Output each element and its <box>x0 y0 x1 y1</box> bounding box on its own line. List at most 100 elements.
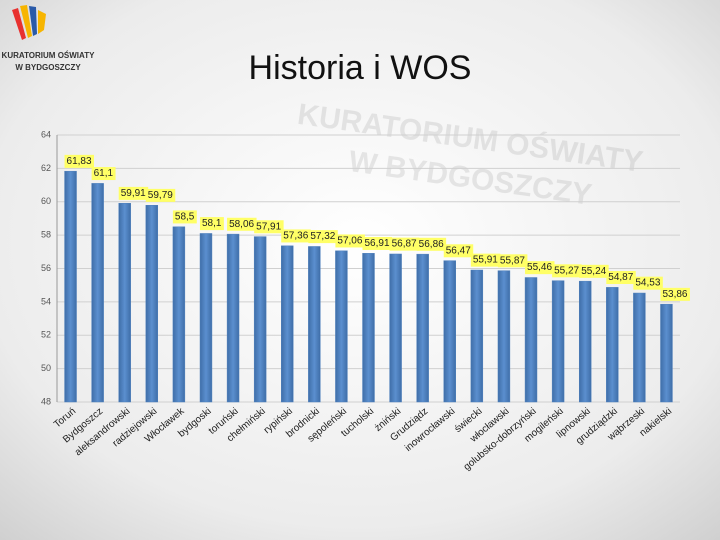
data-label-bg <box>660 287 690 301</box>
chart-title: Historia i WOS <box>249 49 472 87</box>
data-label-text: 56,87 <box>392 239 417 250</box>
bar <box>172 226 186 403</box>
bar <box>199 233 213 403</box>
data-label-text: 55,27 <box>554 265 579 276</box>
data-label: 53,86 <box>660 287 690 301</box>
data-label: 61,83 <box>64 154 95 168</box>
data-label-bg <box>606 270 636 284</box>
data-label: 61,1 <box>91 167 116 181</box>
data-label: 55,46 <box>525 261 555 275</box>
data-label-bg <box>254 220 284 234</box>
bar <box>578 280 592 403</box>
data-label-bg <box>308 230 338 244</box>
data-label-text: 57,06 <box>337 235 362 246</box>
data-label: 57,36 <box>281 229 311 243</box>
data-label: 59,91 <box>118 186 149 200</box>
data-label-text: 59,79 <box>148 190 173 201</box>
data-label: 58,06 <box>227 217 257 231</box>
data-label-text: 57,36 <box>283 230 308 241</box>
data-label-text: 55,24 <box>581 266 606 277</box>
data-label-bg <box>281 229 311 243</box>
y-tick-label: 48 <box>41 396 51 406</box>
data-label-bg <box>633 276 663 290</box>
data-label-bg <box>579 264 609 278</box>
y-tick-label: 52 <box>41 330 51 340</box>
data-label: 56,86 <box>416 237 447 251</box>
bar <box>362 253 375 403</box>
bar <box>660 303 673 403</box>
data-label-text: 57,91 <box>256 221 281 232</box>
data-label: 55,91 <box>470 253 501 267</box>
data-label-bg <box>227 217 257 231</box>
data-label: 54,53 <box>633 276 663 290</box>
data-label-text: 58,5 <box>175 211 195 222</box>
data-label-bg <box>91 167 116 181</box>
data-label-bg <box>389 237 420 251</box>
data-label: 58,1 <box>199 217 224 231</box>
data-label-bg <box>443 244 474 258</box>
data-label-text: 54,87 <box>608 272 633 283</box>
logo-text: W BYDGOSZCZY <box>15 63 81 72</box>
data-label-bg <box>552 264 582 278</box>
data-label: 57,06 <box>335 234 365 248</box>
data-label: 58,5 <box>172 210 197 224</box>
data-label-text: 61,1 <box>94 168 114 179</box>
bar <box>253 236 267 403</box>
data-label-text: 58,06 <box>229 219 254 230</box>
bar <box>497 270 511 403</box>
data-label-bg <box>525 261 555 275</box>
data-label-bg <box>497 254 528 268</box>
data-label-bg <box>145 188 176 202</box>
data-label: 55,27 <box>552 264 582 278</box>
data-label: 55,87 <box>497 254 528 268</box>
data-label-text: 56,91 <box>365 238 390 249</box>
bar <box>281 245 294 403</box>
bar <box>389 253 402 403</box>
bar <box>606 287 619 403</box>
data-label-text: 59,91 <box>121 188 146 199</box>
bar <box>91 183 104 403</box>
bar <box>118 203 131 403</box>
bar <box>524 277 538 403</box>
data-label-bg <box>172 210 197 224</box>
data-label-text: 55,91 <box>473 255 498 266</box>
y-tick-label: 60 <box>41 196 51 206</box>
data-label-bg <box>335 234 365 248</box>
bar <box>470 269 484 403</box>
data-label-text: 55,87 <box>500 255 525 266</box>
data-label-bg <box>118 186 149 200</box>
data-label: 55,24 <box>579 264 609 278</box>
y-tick-label: 54 <box>41 296 51 306</box>
y-tick-label: 50 <box>41 363 51 373</box>
data-label-text: 58,1 <box>202 218 222 229</box>
bar <box>551 280 565 403</box>
data-label: 59,79 <box>145 188 176 202</box>
data-label: 57,91 <box>254 220 284 234</box>
bar <box>64 170 77 403</box>
bar <box>443 260 456 403</box>
bar <box>308 246 321 403</box>
bar <box>335 250 348 403</box>
logo: KURATORIUM OŚWIATY W BYDGOSZCZY <box>2 5 96 72</box>
data-label-bg <box>416 237 447 251</box>
data-label: 57,32 <box>308 230 338 244</box>
bar <box>145 205 159 403</box>
data-label-text: 54,53 <box>635 278 660 289</box>
bar <box>226 233 240 403</box>
logo-text: KURATORIUM OŚWIATY <box>2 51 96 60</box>
data-label-bg <box>470 253 501 267</box>
data-label-bg <box>64 154 95 168</box>
data-label-text: 61,83 <box>67 156 92 167</box>
y-tick-label: 62 <box>41 163 51 173</box>
bar <box>416 253 429 403</box>
data-label-text: 53,86 <box>662 289 687 300</box>
data-label-bg <box>362 236 392 250</box>
data-label: 54,87 <box>606 270 636 284</box>
y-tick-label: 56 <box>41 263 51 273</box>
data-label-text: 56,86 <box>419 239 444 250</box>
y-tick-label: 64 <box>41 129 51 139</box>
data-label: 56,87 <box>389 237 420 251</box>
data-label: 56,91 <box>362 236 392 250</box>
data-label-text: 57,32 <box>310 231 335 242</box>
